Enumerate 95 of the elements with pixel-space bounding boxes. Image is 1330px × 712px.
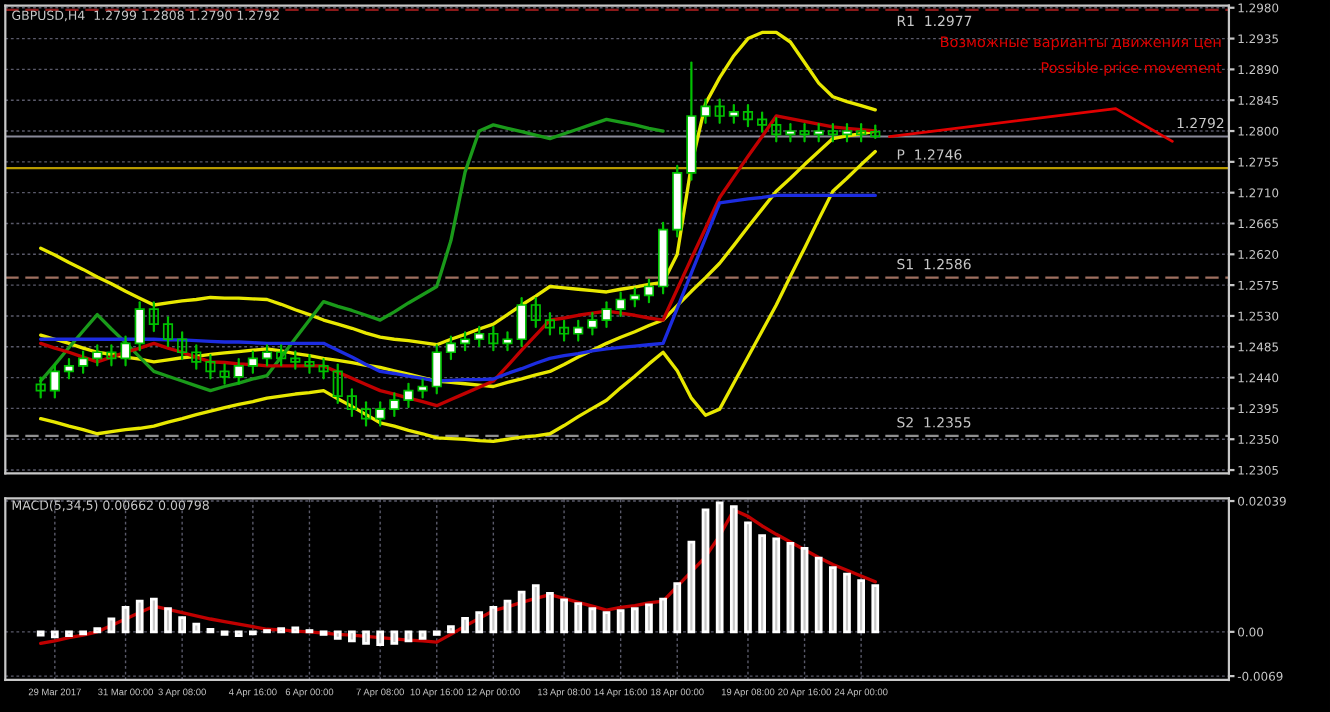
candlestick — [162, 316, 174, 348]
candlestick — [247, 350, 258, 374]
bar — [602, 611, 611, 634]
bar — [333, 630, 342, 640]
bar — [574, 602, 583, 634]
candlestick — [177, 331, 188, 361]
candlestick — [49, 363, 60, 399]
bar — [616, 609, 625, 634]
bar — [489, 606, 498, 634]
bar — [772, 537, 781, 634]
candlestick — [431, 344, 442, 395]
bar — [588, 607, 597, 634]
candlestick — [360, 401, 372, 427]
candlestick — [261, 344, 273, 367]
candlestick — [488, 325, 499, 352]
bar — [348, 630, 356, 643]
bar — [517, 590, 526, 634]
bar — [107, 617, 116, 634]
candlestick — [78, 350, 89, 374]
bar — [461, 616, 469, 634]
candlestick — [516, 297, 527, 348]
candlestick — [219, 363, 230, 385]
candlestick — [63, 357, 75, 380]
candlestick — [530, 297, 541, 329]
bar — [659, 597, 667, 634]
candlestick — [714, 98, 725, 124]
bar — [673, 582, 682, 634]
candlestick — [615, 291, 626, 318]
bar — [121, 606, 130, 634]
bar — [503, 599, 512, 634]
candlestick — [643, 278, 655, 304]
candlestick — [544, 312, 556, 336]
bar — [630, 607, 639, 634]
bar — [744, 521, 752, 634]
candlestick — [502, 331, 513, 352]
candlestick — [757, 111, 768, 133]
bar — [687, 540, 696, 634]
bar — [390, 630, 399, 645]
bar — [164, 607, 172, 634]
bar — [475, 611, 484, 634]
candlestick — [474, 325, 485, 348]
candlestick — [700, 98, 711, 124]
candlestick — [304, 353, 315, 374]
candlestick — [205, 353, 216, 380]
candlestick — [573, 319, 584, 342]
bar — [178, 616, 187, 634]
bar — [857, 579, 865, 634]
bar — [447, 625, 455, 634]
bar — [800, 547, 809, 634]
bar — [560, 598, 568, 634]
candlestick — [389, 392, 400, 418]
bar — [814, 556, 823, 634]
candlestick — [148, 301, 159, 333]
bar — [786, 541, 795, 634]
candlestick — [799, 123, 810, 143]
line-series — [39, 508, 877, 646]
candlestick — [120, 335, 131, 367]
line-series — [39, 149, 877, 443]
bar — [135, 599, 144, 634]
candlestick — [601, 301, 612, 329]
bar — [50, 630, 59, 639]
candlestick — [276, 344, 287, 367]
candlestick — [375, 401, 386, 427]
candlestick — [318, 357, 329, 380]
bar — [645, 603, 653, 634]
bar — [871, 584, 880, 634]
candlestick — [191, 344, 202, 370]
bar — [418, 630, 427, 640]
candlestick — [134, 301, 145, 352]
candlestick — [771, 116, 782, 143]
candlestick — [558, 319, 570, 342]
bar — [192, 622, 201, 634]
candlestick — [233, 357, 244, 385]
bar — [546, 591, 554, 634]
candlestick — [445, 335, 456, 361]
candlestick — [403, 382, 414, 409]
candlestick — [35, 376, 46, 399]
candlestick — [92, 344, 103, 367]
bar — [828, 566, 837, 634]
candlestick — [346, 388, 357, 418]
line-series — [39, 30, 877, 347]
candlestick — [785, 123, 796, 143]
bar — [729, 505, 738, 634]
bar — [843, 572, 851, 634]
bar — [701, 508, 710, 634]
bar — [758, 534, 766, 634]
candlestick — [587, 312, 598, 336]
candlestick — [742, 103, 754, 128]
candlestick — [106, 344, 117, 367]
bar — [149, 597, 158, 634]
bar — [404, 630, 413, 643]
bar — [376, 630, 385, 647]
bar — [362, 630, 370, 645]
bar — [531, 584, 540, 634]
candlestick — [332, 363, 343, 405]
